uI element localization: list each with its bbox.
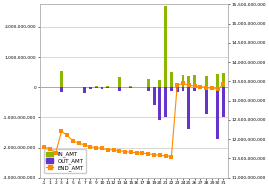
Bar (60, 71, 63, 87)
Bar (216, 74, 219, 87)
Legend: IN_AMT, OUT_AMT, END_AMT: IN_AMT, OUT_AMT, END_AMT (44, 149, 86, 173)
Bar (182, 87, 185, 92)
Bar (147, 79, 150, 87)
Bar (147, 87, 150, 91)
Bar (158, 87, 161, 121)
Bar (118, 87, 121, 91)
Bar (60, 87, 63, 92)
Bar (164, 6, 167, 87)
Bar (101, 87, 104, 89)
Bar (170, 72, 173, 87)
Bar (176, 87, 179, 92)
Bar (176, 86, 179, 87)
Bar (205, 87, 208, 114)
Bar (95, 87, 98, 88)
Bar (89, 87, 92, 89)
Bar (222, 87, 225, 118)
Bar (164, 87, 167, 118)
Bar (95, 86, 98, 87)
Bar (216, 87, 219, 139)
Bar (158, 80, 161, 87)
Bar (106, 87, 109, 88)
Bar (182, 75, 185, 87)
Bar (170, 87, 173, 92)
Bar (153, 87, 155, 105)
Bar (193, 87, 196, 92)
Bar (205, 76, 208, 87)
Bar (118, 77, 121, 87)
Bar (129, 87, 132, 88)
Bar (106, 86, 109, 87)
Bar (83, 87, 86, 93)
Bar (222, 73, 225, 87)
Bar (193, 75, 196, 87)
Bar (129, 86, 132, 87)
Bar (187, 76, 190, 87)
Bar (187, 87, 190, 130)
